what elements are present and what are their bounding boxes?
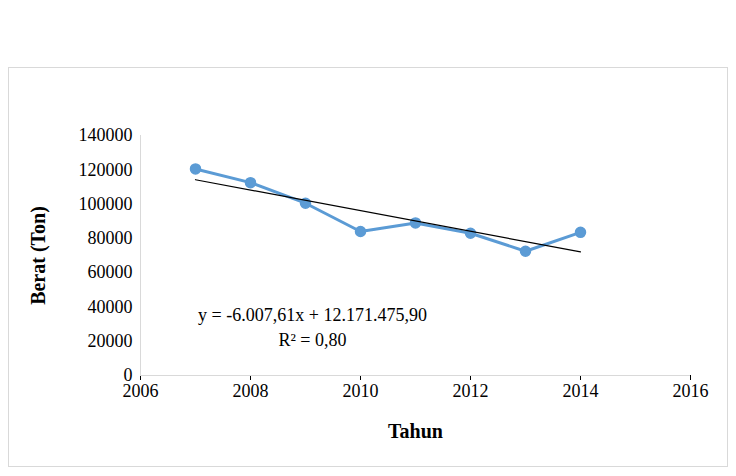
- svg-text:y = -6.007,61x + 12.171.475,90: y = -6.007,61x + 12.171.475,90: [198, 305, 427, 325]
- svg-text:2008: 2008: [233, 381, 269, 401]
- svg-text:2010: 2010: [343, 381, 379, 401]
- svg-text:Tahun: Tahun: [388, 420, 443, 442]
- svg-text:2016: 2016: [673, 381, 709, 401]
- svg-text:80000: 80000: [88, 228, 133, 248]
- svg-text:2014: 2014: [563, 381, 599, 401]
- svg-text:R² = 0,80: R² = 0,80: [278, 330, 346, 350]
- svg-text:100000: 100000: [79, 194, 133, 214]
- svg-text:40000: 40000: [88, 297, 133, 317]
- svg-text:2012: 2012: [453, 381, 489, 401]
- svg-text:140000: 140000: [79, 125, 133, 145]
- svg-text:20000: 20000: [88, 331, 133, 351]
- svg-text:0: 0: [123, 365, 133, 386]
- svg-text:120000: 120000: [79, 160, 133, 180]
- svg-text:Berat (Ton): Berat (Ton): [27, 206, 50, 305]
- svg-text:60000: 60000: [88, 262, 133, 282]
- svg-text:2006: 2006: [123, 381, 159, 401]
